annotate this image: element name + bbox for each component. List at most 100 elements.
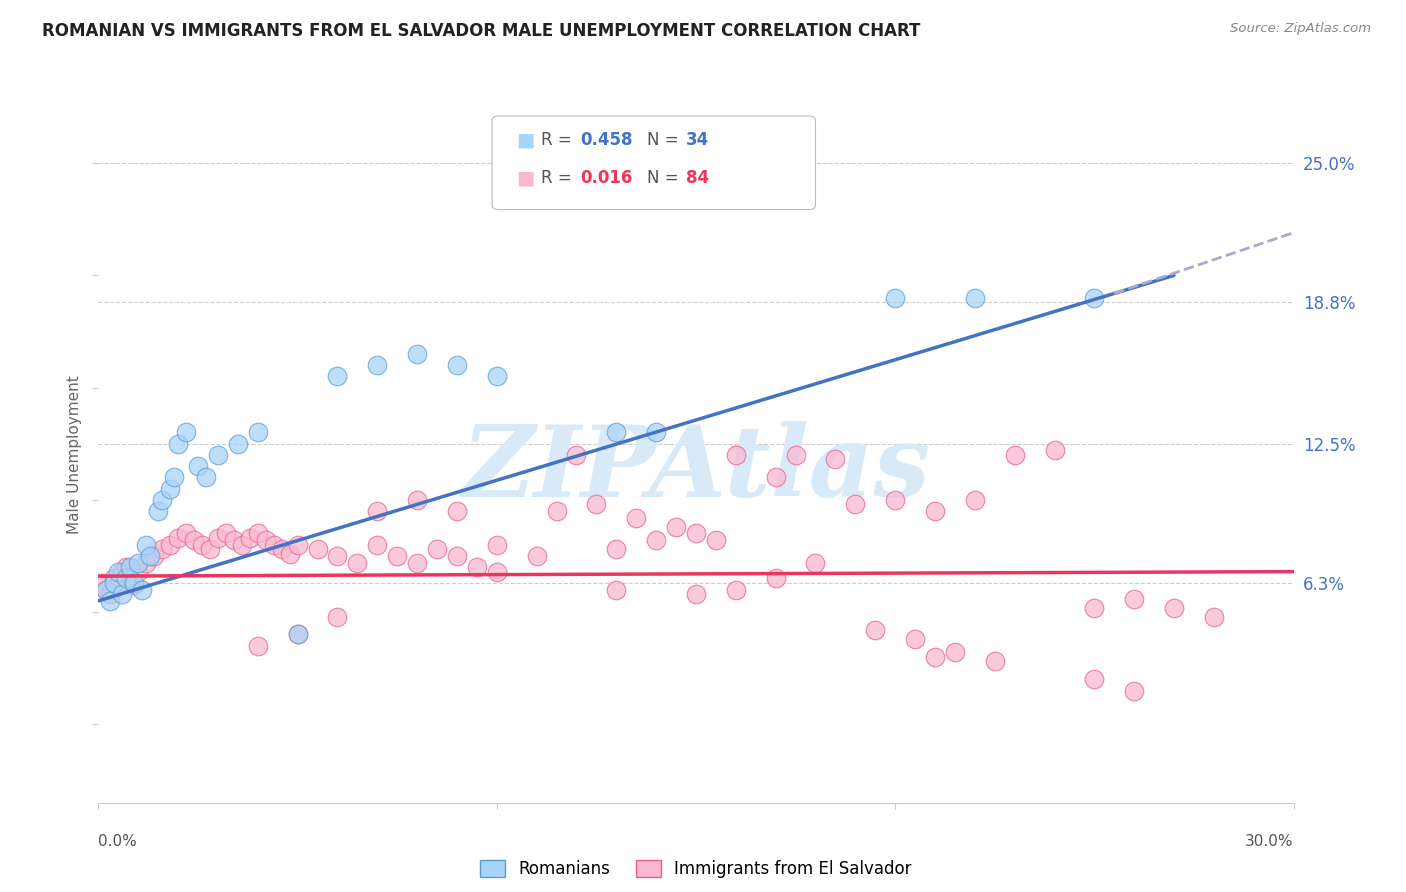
- Point: [366, 504, 388, 518]
- Point: [174, 526, 197, 541]
- Point: [239, 531, 262, 545]
- Point: [904, 632, 927, 646]
- Point: [704, 533, 727, 548]
- Point: [326, 549, 349, 563]
- Point: [167, 531, 190, 545]
- Point: [120, 560, 142, 574]
- Point: [287, 627, 309, 641]
- Point: [406, 347, 429, 361]
- Point: [366, 358, 388, 372]
- Point: [1083, 600, 1105, 615]
- Point: [103, 575, 125, 590]
- Point: [150, 492, 173, 507]
- Y-axis label: Male Unemployment: Male Unemployment: [66, 376, 82, 534]
- Point: [246, 639, 269, 653]
- Point: [546, 504, 568, 518]
- Point: [254, 533, 277, 548]
- Text: 30.0%: 30.0%: [1246, 834, 1294, 849]
- Text: R =: R =: [541, 131, 578, 149]
- Legend: Romanians, Immigrants from El Salvador: Romanians, Immigrants from El Salvador: [474, 854, 918, 885]
- Point: [115, 560, 138, 574]
- Point: [124, 578, 146, 592]
- Point: [924, 504, 946, 518]
- Point: [366, 538, 388, 552]
- Text: ■: ■: [516, 130, 534, 150]
- Point: [100, 587, 122, 601]
- Point: [824, 452, 846, 467]
- Text: ■: ■: [516, 169, 534, 188]
- Point: [863, 623, 887, 637]
- Point: [1083, 291, 1105, 305]
- Point: [884, 291, 907, 305]
- Point: [100, 594, 122, 608]
- Point: [120, 571, 142, 585]
- Point: [844, 497, 866, 511]
- Point: [645, 425, 668, 440]
- Point: [485, 538, 508, 552]
- Point: [96, 582, 118, 597]
- Point: [124, 575, 146, 590]
- Point: [585, 497, 607, 511]
- Text: N =: N =: [647, 131, 683, 149]
- Point: [307, 542, 329, 557]
- Point: [426, 542, 449, 557]
- Point: [1163, 600, 1185, 615]
- Text: 84: 84: [686, 169, 709, 187]
- Text: Source: ZipAtlas.com: Source: ZipAtlas.com: [1230, 22, 1371, 36]
- Point: [685, 587, 707, 601]
- Point: [246, 425, 269, 440]
- Point: [135, 538, 157, 552]
- Text: 0.016: 0.016: [581, 169, 633, 187]
- Point: [1202, 609, 1225, 624]
- Point: [605, 425, 627, 440]
- Point: [135, 556, 157, 570]
- Point: [326, 369, 349, 384]
- Point: [183, 533, 205, 548]
- Point: [222, 533, 245, 548]
- Point: [1123, 683, 1146, 698]
- Point: [207, 448, 229, 462]
- Point: [1004, 448, 1026, 462]
- Point: [91, 575, 114, 590]
- Point: [215, 526, 238, 541]
- Point: [191, 538, 214, 552]
- Point: [446, 549, 468, 563]
- Point: [96, 582, 118, 597]
- Point: [287, 627, 309, 641]
- Point: [924, 649, 946, 664]
- Point: [174, 425, 197, 440]
- Point: [1123, 591, 1146, 606]
- Text: R =: R =: [541, 169, 578, 187]
- Point: [685, 526, 707, 541]
- Point: [1043, 443, 1066, 458]
- Point: [963, 492, 986, 507]
- Point: [765, 470, 787, 484]
- Point: [139, 549, 162, 563]
- Text: ROMANIAN VS IMMIGRANTS FROM EL SALVADOR MALE UNEMPLOYMENT CORRELATION CHART: ROMANIAN VS IMMIGRANTS FROM EL SALVADOR …: [42, 22, 921, 40]
- Point: [446, 358, 468, 372]
- Point: [565, 448, 588, 462]
- Point: [207, 531, 229, 545]
- Point: [446, 504, 468, 518]
- Point: [485, 565, 508, 579]
- Point: [1083, 673, 1105, 687]
- Point: [724, 448, 747, 462]
- Point: [526, 549, 548, 563]
- Point: [111, 565, 134, 579]
- Point: [115, 571, 138, 585]
- Point: [963, 291, 986, 305]
- Point: [226, 436, 249, 450]
- Point: [346, 556, 368, 570]
- Point: [187, 459, 209, 474]
- Point: [198, 542, 221, 557]
- Text: 0.458: 0.458: [581, 131, 633, 149]
- Point: [605, 582, 627, 597]
- Point: [765, 571, 787, 585]
- Text: 34: 34: [686, 131, 710, 149]
- Point: [785, 448, 807, 462]
- Point: [263, 538, 285, 552]
- Point: [159, 538, 181, 552]
- Point: [724, 582, 747, 597]
- Point: [406, 492, 429, 507]
- Point: [605, 542, 627, 557]
